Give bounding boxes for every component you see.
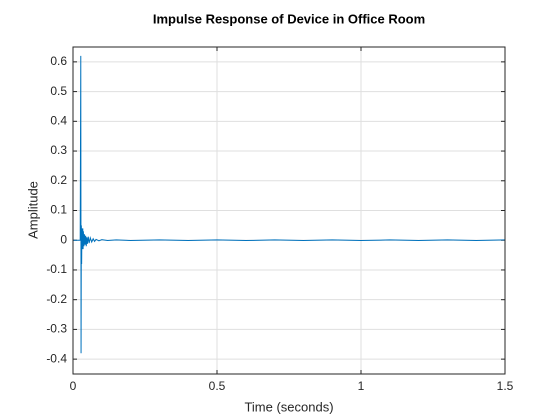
y-tick-label: -0.2 — [46, 292, 67, 306]
x-tick-label: 1.5 — [497, 379, 514, 393]
x-axis-label: Time (seconds) — [244, 399, 333, 414]
x-tick-label: 1 — [358, 379, 365, 393]
y-tick-label: 0.5 — [50, 84, 67, 98]
y-tick-label: -0.4 — [46, 351, 67, 365]
y-tick-label: 0 — [60, 232, 67, 246]
y-tick-label: 0.1 — [50, 203, 67, 217]
y-tick-label: -0.1 — [46, 262, 67, 276]
x-tick-label: 0 — [70, 379, 77, 393]
y-tick-label: -0.3 — [46, 322, 67, 336]
y-tick-label: 0.6 — [50, 54, 67, 68]
x-tick-label: 0.5 — [209, 379, 226, 393]
y-tick-label: 0.2 — [50, 173, 67, 187]
y-tick-label: 0.3 — [50, 143, 67, 157]
y-axis-label: Amplitude — [25, 181, 40, 239]
axes-box — [72, 46, 506, 375]
y-tick-label: 0.4 — [50, 113, 67, 127]
line — [73, 55, 506, 354]
chart-title: Impulse Response of Device in Office Roo… — [153, 11, 425, 26]
